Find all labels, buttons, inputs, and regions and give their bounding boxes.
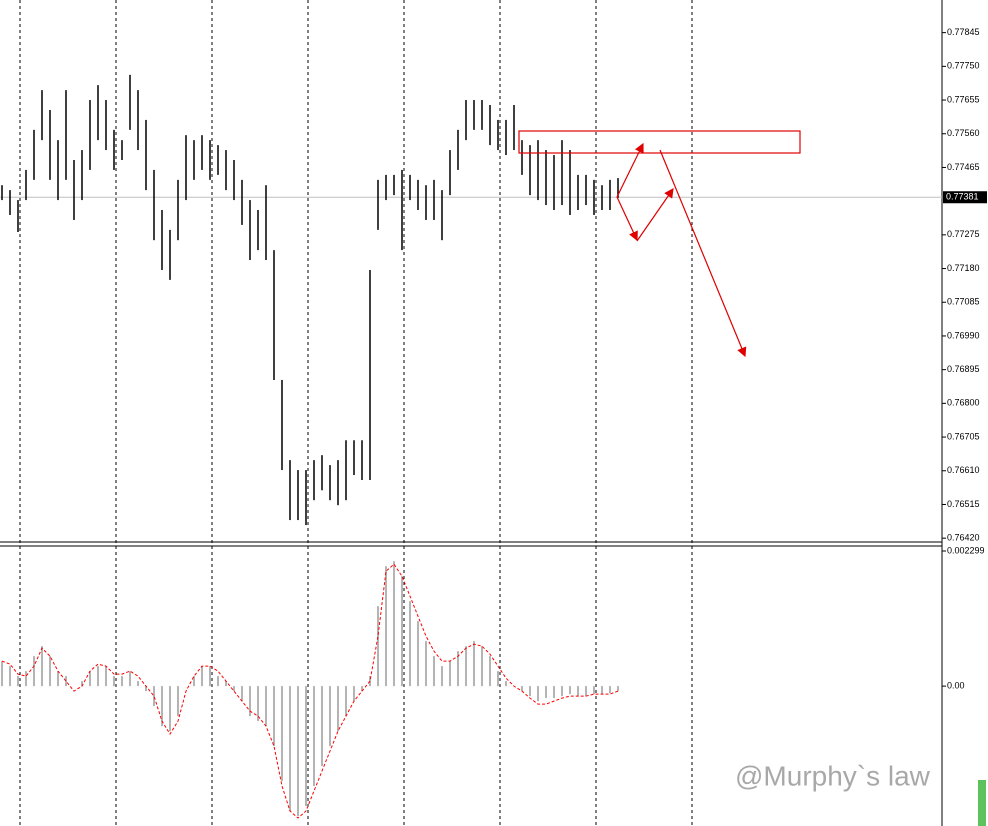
arrow [636,188,674,242]
signal-line [1,563,619,819]
y-tick-label: 0.77750 [947,61,980,71]
arrow [616,142,644,198]
y-tick-label: 0.77655 [947,94,980,104]
y-tick-label: 0.76610 [947,465,980,475]
resistance-zone [518,130,801,154]
y-tick-label: 0.77560 [947,128,980,138]
y-tick-label: 0.76895 [947,364,980,374]
annotations [518,130,801,358]
y-tick-label: 0.77085 [947,297,980,307]
y-tick-label: 0.76420 [947,533,980,543]
y-tick-label: 0.77845 [947,27,980,37]
y-tick-label: 0.76800 [947,398,980,408]
y-tick-label: 0.76515 [947,499,980,509]
y-tick-label: 0.77180 [947,263,980,273]
time-grid [19,0,693,826]
watermark: @Murphy`s law [735,760,931,791]
y-tick-label: 0.002299 [947,545,985,555]
last-price-label: 0.77381 [946,192,979,202]
last-price-tag [943,191,987,204]
y-tick-label: 0.76705 [947,431,980,441]
plot-layer: 0.77845 0.77750 0.77655 0.77560 0.77465 0.772… [0,27,987,819]
y-tick-label: 0.76990 [947,330,980,340]
y-tick-label: 0.00 [947,680,965,690]
y-tick-label: 0.77465 [947,162,980,172]
volume-indicator [978,780,986,826]
y-tick-label: 0.77275 [947,229,980,239]
arrow [616,196,638,242]
arrow [659,149,747,358]
